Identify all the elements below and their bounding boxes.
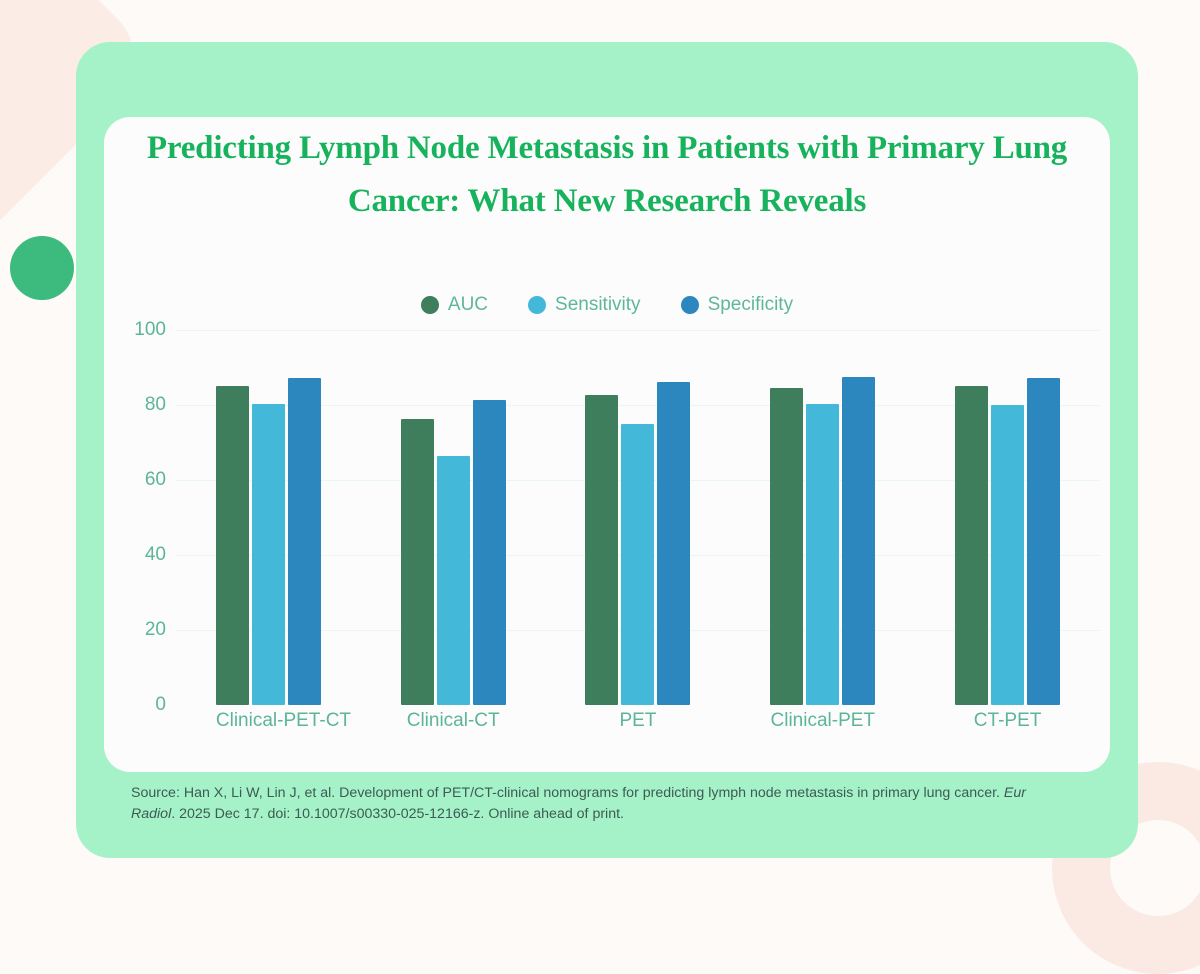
y-axis-tick-label: 60 — [144, 469, 166, 490]
bar-sensitivity[interactable] — [621, 423, 655, 705]
legend-label: Sensitivity — [555, 294, 641, 315]
y-axis-tick-label: 100 — [134, 319, 166, 340]
x-axis-tick-label: Clinical-PET-CT — [215, 710, 352, 731]
x-axis-tick-label: PET — [619, 710, 657, 731]
bar-sensitivity[interactable] — [251, 404, 285, 705]
legend-item-auc[interactable]: AUC — [420, 294, 489, 316]
legend-item-sensitivity[interactable]: Sensitivity — [528, 294, 641, 316]
legend-swatch-icon — [420, 296, 439, 314]
bar-sensitivity[interactable] — [991, 404, 1025, 705]
bars-area — [176, 330, 1100, 705]
x-axis-tick-label: Clinical-PET — [770, 710, 876, 731]
chart-plot-area: 0 20 40 60 80 100 Clinical-PET-CT Clinical-CT P… — [104, 319, 1110, 732]
y-axis-tick-label: 80 — [144, 394, 166, 415]
bar-group — [215, 330, 321, 705]
source-prefix: Source: Han X, Li W, Lin J, et al. Devel… — [131, 785, 1004, 801]
bar-specificity[interactable] — [657, 381, 691, 705]
bar-group — [585, 330, 691, 705]
y-axis: 0 20 40 60 80 100 — [104, 319, 166, 715]
gridline — [176, 405, 1100, 406]
y-axis-tick-label: 0 — [155, 694, 166, 715]
x-axis: Clinical-PET-CT Clinical-CT PET Clinical-PE… — [176, 710, 1100, 732]
legend-swatch-icon — [680, 296, 699, 314]
bar-specificity[interactable] — [472, 399, 506, 705]
legend-item-specificity[interactable]: Specificity — [680, 294, 794, 316]
legend-label: Specificity — [707, 294, 794, 315]
y-axis-tick-label: 20 — [144, 619, 166, 640]
bar-auc[interactable] — [215, 386, 249, 705]
bar-specificity[interactable] — [1027, 378, 1061, 705]
bar-specificity[interactable] — [842, 376, 876, 705]
bar-auc[interactable] — [400, 419, 434, 705]
source-citation: Source: Han X, Li W, Lin J, et al. Devel… — [131, 783, 1071, 825]
bar-auc[interactable] — [955, 386, 989, 705]
bar-auc[interactable] — [585, 395, 619, 705]
chart-title: Predicting Lymph Node Metastasis in Pati… — [146, 130, 1068, 219]
bar-group — [955, 330, 1061, 705]
source-suffix: . 2025 Dec 17. doi: 10.1007/s00330-025-1… — [171, 806, 624, 822]
bar-group — [770, 330, 876, 705]
x-axis-tick-label: CT-PET — [973, 710, 1042, 731]
y-axis-tick-label: 40 — [144, 544, 166, 565]
bar-sensitivity[interactable] — [436, 456, 470, 705]
bar-auc[interactable] — [770, 388, 804, 705]
bar-group — [400, 330, 506, 705]
decorative-green-circle — [10, 236, 74, 300]
gridline — [176, 330, 1100, 331]
source-journal: Eur Radiol — [131, 785, 1026, 822]
chart-legend: AUC Sensitivity Specificity — [104, 294, 1110, 316]
legend-label: AUC — [447, 294, 489, 315]
x-axis-tick-label: Clinical-CT — [406, 710, 500, 731]
bar-specificity[interactable] — [287, 378, 321, 705]
bar-sensitivity[interactable] — [806, 404, 840, 705]
legend-swatch-icon — [528, 296, 547, 314]
